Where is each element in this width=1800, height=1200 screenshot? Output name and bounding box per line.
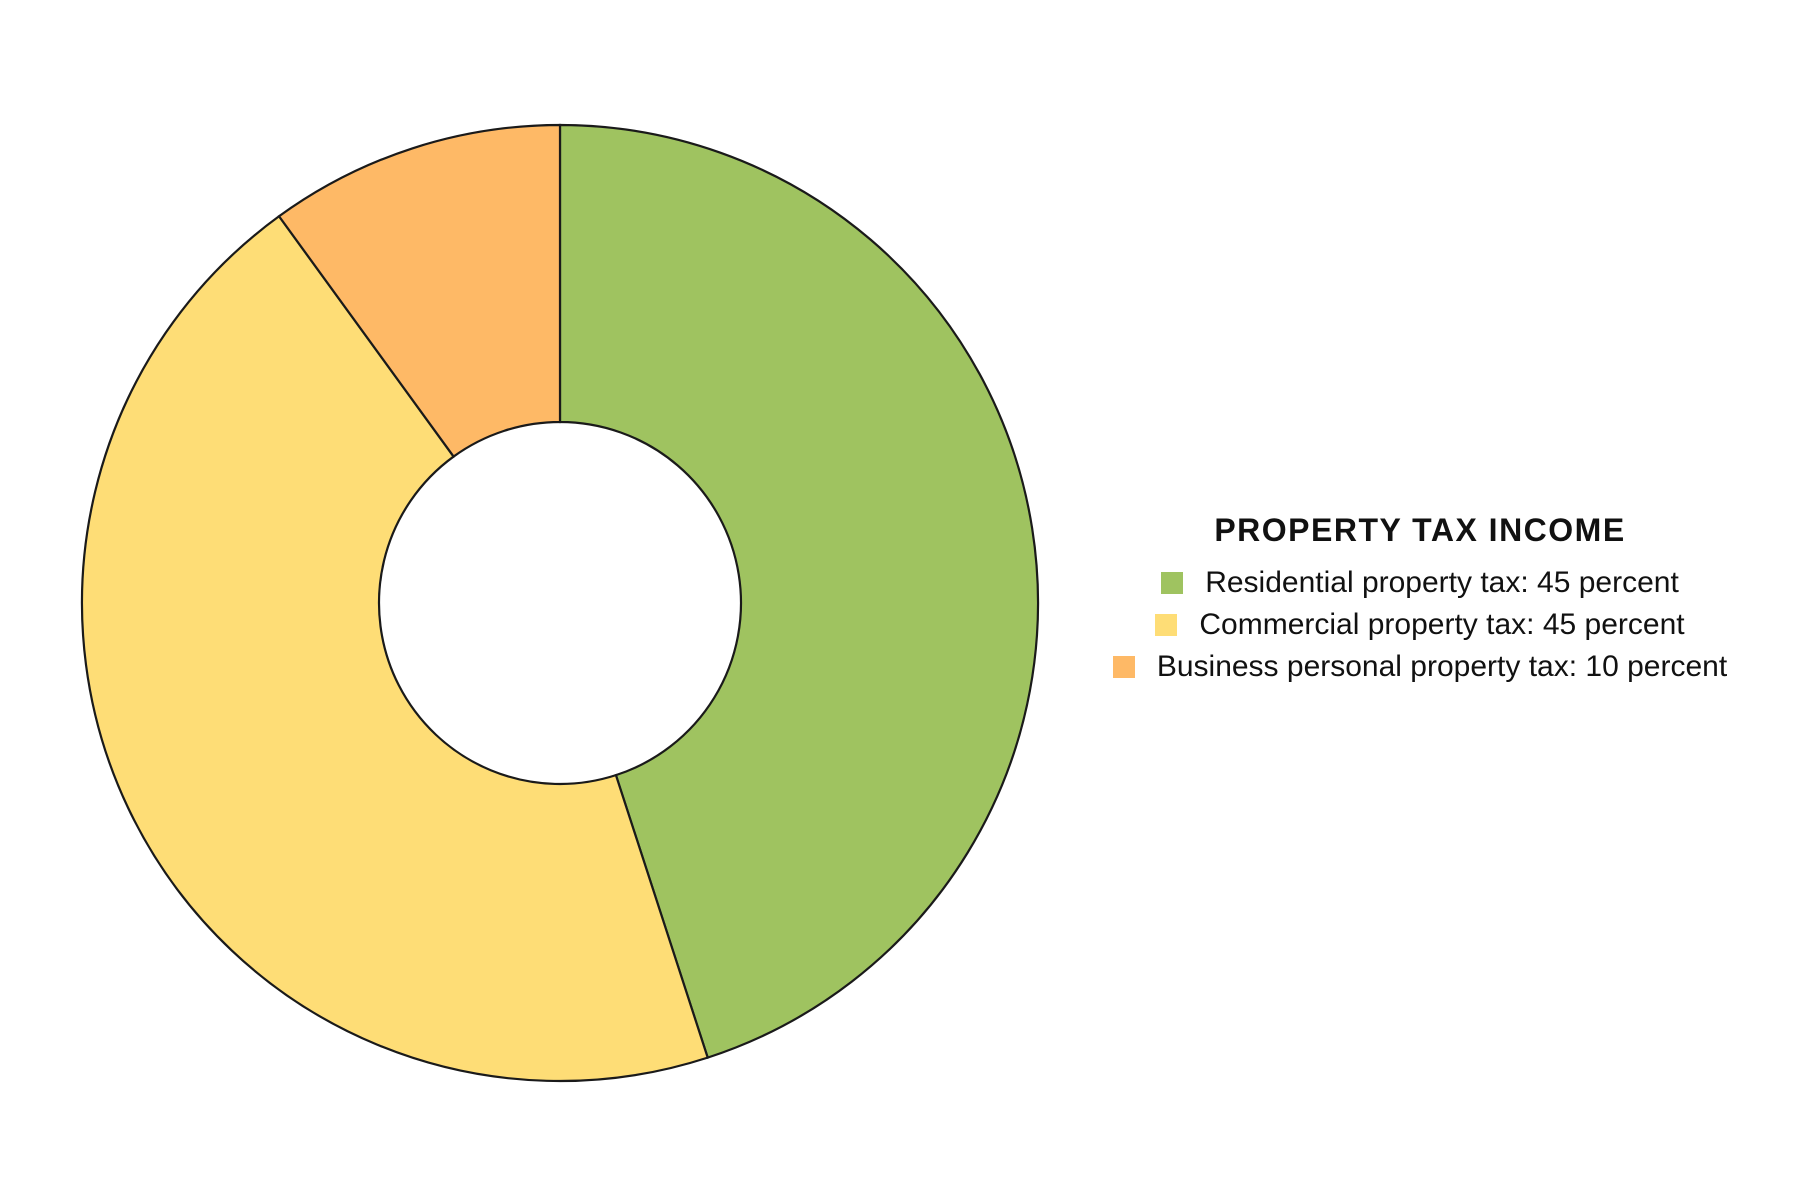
- chart-title: PROPERTY TAX INCOME: [1214, 512, 1626, 548]
- legend-item-commercial: Commercial property tax: 45 percent: [1155, 604, 1685, 646]
- slice-residential: [558, 123, 1040, 1059]
- legend-item-business-personal: Business personal property tax: 10 perce…: [1112, 646, 1728, 688]
- legend-swatch-commercial: [1155, 613, 1178, 636]
- legend-swatch-residential: [1161, 571, 1184, 594]
- donut-slices: [80, 123, 1040, 1083]
- legend-item-residential: Residential property tax: 45 percent: [1161, 562, 1679, 604]
- slice-business-personal: [277, 123, 562, 459]
- legend-label-commercial: Commercial property tax: 45 percent: [1199, 607, 1685, 641]
- legend-label-residential: Residential property tax: 45 percent: [1205, 565, 1679, 599]
- slice-commercial: [80, 214, 710, 1083]
- legend-label-business-personal: Business personal property tax: 10 perce…: [1156, 649, 1728, 683]
- legend-list: Residential property tax: 45 percent Com…: [1112, 562, 1728, 688]
- legend-swatch-business-personal: [1112, 655, 1135, 678]
- chart-legend: PROPERTY TAX INCOME Residential property…: [1080, 510, 1760, 688]
